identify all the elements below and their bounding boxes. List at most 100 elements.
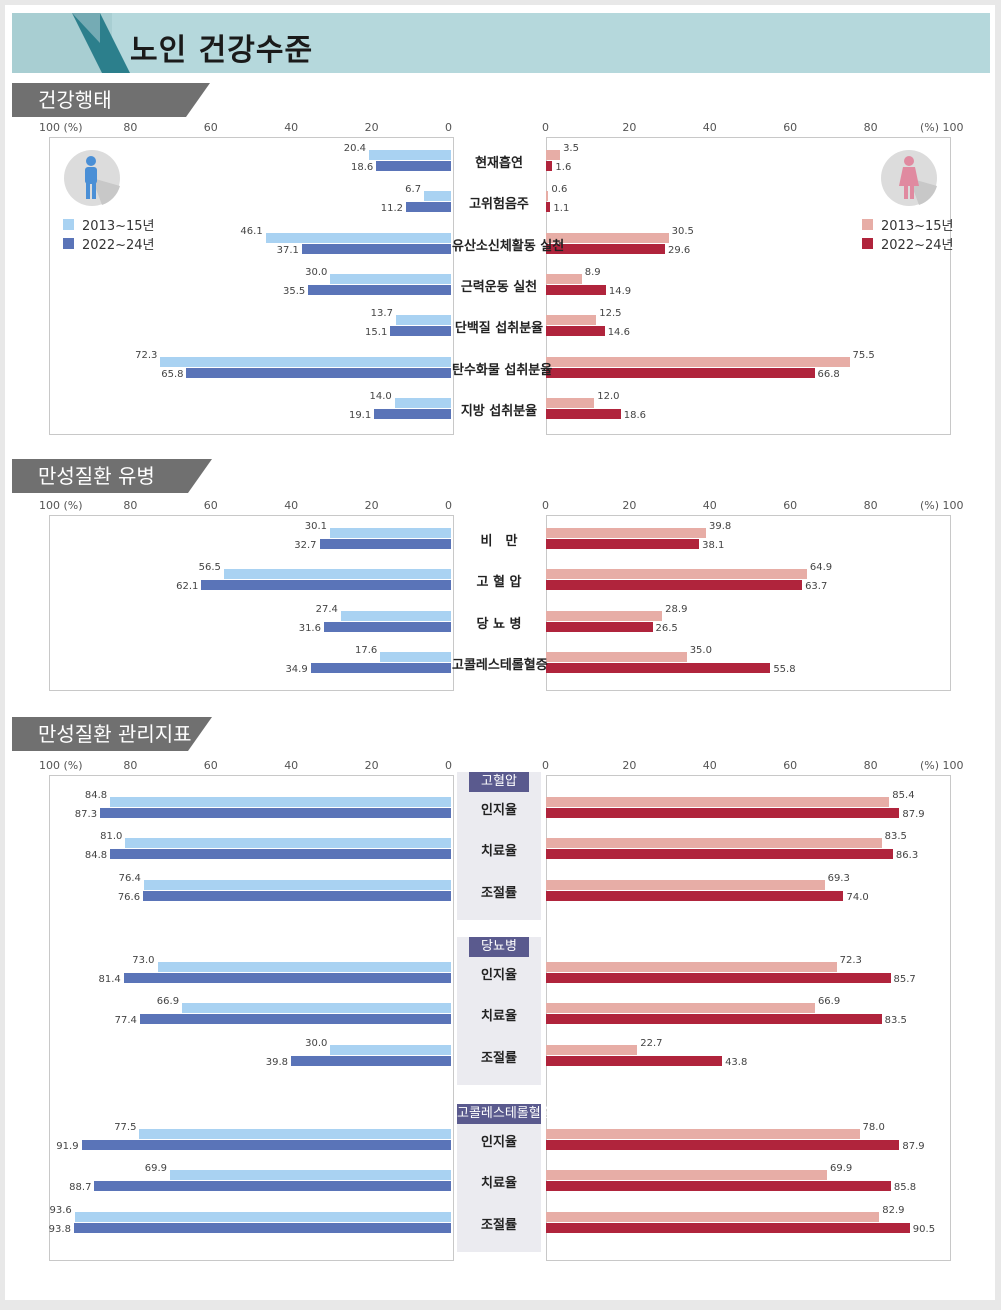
legend-label: 2013~15년 xyxy=(82,219,155,234)
data-label: 31.6 xyxy=(298,622,321,634)
left-axis-tick-label: 40 xyxy=(284,759,299,772)
male-2013-bar xyxy=(340,610,451,621)
male-2022-bar xyxy=(201,580,451,591)
legend-swatch xyxy=(862,219,873,230)
right-axis-tick-label: 20 xyxy=(622,759,637,772)
female-figure-icon xyxy=(879,148,939,212)
left-axis-tick-label: 20 xyxy=(364,121,379,134)
data-label: 1.1 xyxy=(553,203,570,215)
male-legend: 2013~15년 2022~24년 xyxy=(63,215,154,253)
left-axis-tick-label: 0 xyxy=(445,499,452,512)
category-label: 지방 섭취분율 xyxy=(460,403,538,419)
female-2022-bar xyxy=(546,284,606,295)
data-label: 87.3 xyxy=(74,809,98,820)
data-label: 17.6 xyxy=(354,644,378,656)
data-label: 22.7 xyxy=(640,1037,663,1049)
left-axis-tick-label: 60 xyxy=(203,121,218,134)
left-axis-tick-label: 0 xyxy=(445,121,452,134)
right-axis-tick-label: 0 xyxy=(542,759,549,772)
data-label: 35.0 xyxy=(689,644,712,656)
male-2022-bar xyxy=(376,161,451,171)
male-2022-bar xyxy=(301,243,451,254)
category-label: 탄수화물 섭취분율 xyxy=(452,362,553,378)
male-2022-bar xyxy=(73,1222,451,1233)
legend-item: 2022~24년 xyxy=(63,234,154,253)
female-2013-bar xyxy=(546,651,687,662)
female-2013-bar xyxy=(546,315,597,326)
data-label: 86.3 xyxy=(895,850,919,862)
male-2013-bar xyxy=(394,397,451,408)
data-label: 30.1 xyxy=(304,521,327,532)
data-label: 77.4 xyxy=(114,1015,137,1027)
male-figure-icon xyxy=(62,148,122,212)
category-label: 고 혈 압 xyxy=(476,575,522,591)
male-2022-bar xyxy=(319,539,451,549)
female-2013-bar xyxy=(546,356,850,367)
right-axis-tick-label: 20 xyxy=(622,499,637,512)
legend-swatch xyxy=(862,238,873,249)
data-label: 15.1 xyxy=(365,327,388,339)
female-2013-bar xyxy=(546,879,825,890)
female-2022-bar xyxy=(546,1222,910,1233)
left-axis-tick-label: 20 xyxy=(364,499,379,512)
female-2022-bar xyxy=(546,1181,891,1192)
male-2022-bar xyxy=(291,1055,451,1066)
data-label: 18.6 xyxy=(623,409,647,421)
left-axis-tick-label: 100 (%) xyxy=(39,499,83,512)
group-header: 당뇨병 xyxy=(469,937,529,957)
female-2022-bar xyxy=(546,808,900,818)
data-label: 93.8 xyxy=(48,1223,71,1235)
data-label: 13.7 xyxy=(370,308,393,320)
data-label: 6.7 xyxy=(405,184,422,196)
banner-arrow-icon xyxy=(72,13,130,73)
category-label: 당 뇨 병 xyxy=(476,616,522,632)
legend-swatch xyxy=(63,238,74,249)
data-label: 55.8 xyxy=(773,663,796,675)
category-label: 인지율 xyxy=(481,1135,517,1150)
male-2013-bar xyxy=(157,962,451,972)
data-label: 66.9 xyxy=(156,996,180,1008)
data-label: 32.7 xyxy=(294,540,317,551)
data-label: 62.1 xyxy=(176,581,199,593)
data-label: 85.4 xyxy=(892,790,915,801)
data-label: 69.9 xyxy=(829,1163,853,1175)
right-axis-tick-label: 60 xyxy=(783,499,798,512)
data-label: 77.5 xyxy=(114,1122,137,1133)
right-axis-tick-label: 20 xyxy=(622,121,637,134)
male-2022-bar xyxy=(308,284,451,295)
data-label: 20.4 xyxy=(343,143,366,154)
male-2013-bar xyxy=(143,879,451,890)
data-label: 83.5 xyxy=(884,831,907,843)
male-2022-bar xyxy=(110,849,451,860)
female-2013-bar xyxy=(546,191,549,202)
data-label: 74.0 xyxy=(846,891,869,903)
female-2013-bar xyxy=(546,569,807,580)
category-label: 조절률 xyxy=(481,1217,517,1233)
category-label: 고위험음주 xyxy=(469,197,529,213)
page: 노인 건강수준 건강행태 만성질환 유병 만성질환 관리지표 100 (%) 80… xyxy=(5,5,995,1300)
male-2013-bar xyxy=(330,273,451,284)
data-label: 90.5 xyxy=(912,1223,936,1235)
female-2013-bar xyxy=(546,1003,815,1014)
group-column-background xyxy=(457,1104,541,1252)
female-2022-bar xyxy=(546,1014,882,1025)
legend-item: 2013~15년 xyxy=(63,215,154,234)
male-2013-bar xyxy=(330,1044,451,1055)
left-axis-tick-label: 0 xyxy=(445,759,452,772)
female-2022-bar xyxy=(546,580,803,591)
data-label: 84.8 xyxy=(84,790,108,801)
legend-label: 2022~24년 xyxy=(82,238,155,253)
right-axis-tick-label: (%) 100 xyxy=(920,121,964,134)
data-label: 87.9 xyxy=(902,809,925,820)
legend-label: 2022~24년 xyxy=(881,238,954,253)
left-axis-tick-label: 40 xyxy=(284,121,299,134)
data-label: 39.8 xyxy=(708,521,732,532)
male-2022-bar xyxy=(186,367,451,378)
legend-item: 2022~24년 xyxy=(862,234,953,253)
female-2022-bar xyxy=(546,1140,900,1150)
data-label: 85.8 xyxy=(893,1182,917,1194)
male-2013-bar xyxy=(74,1211,451,1222)
data-label: 83.5 xyxy=(884,1015,907,1027)
data-label: 14.0 xyxy=(369,390,392,402)
male-2022-bar xyxy=(323,621,451,632)
